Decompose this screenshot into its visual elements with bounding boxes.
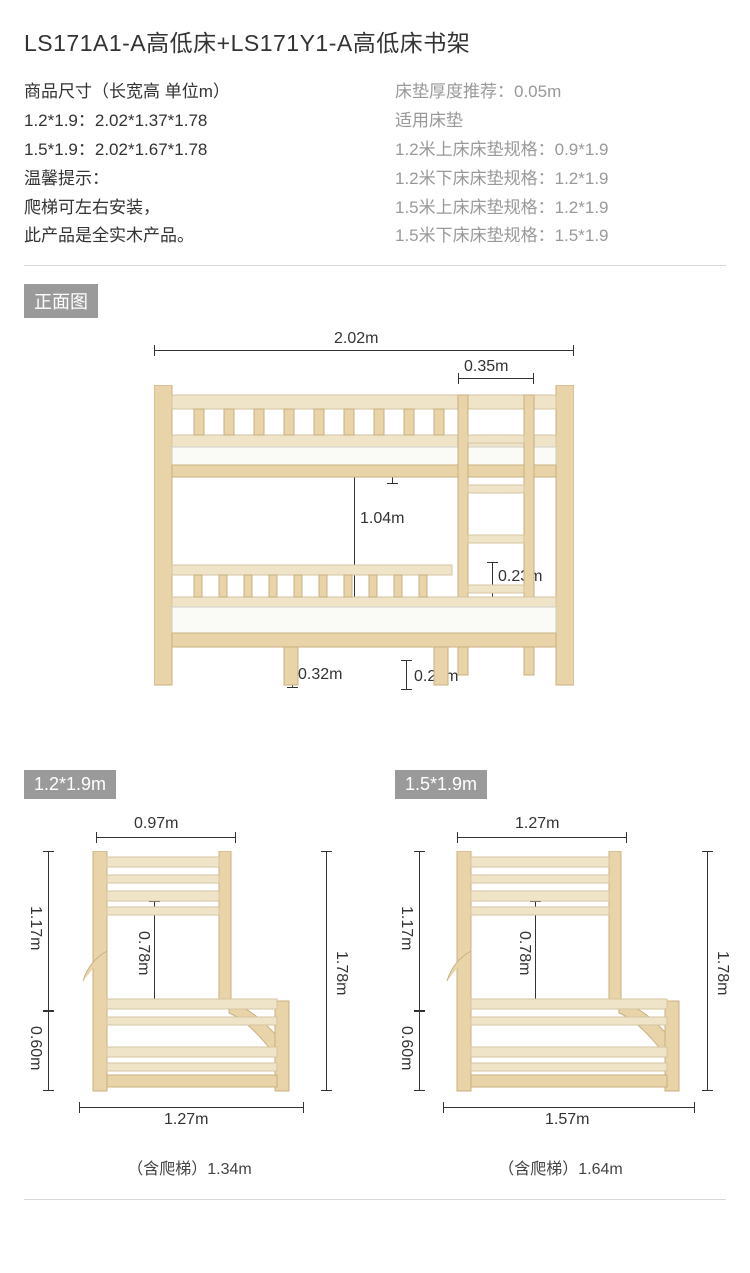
side-a-diagram: 0.97m 1.17m 0.60m 0.78m 1.78m 1.27m	[24, 811, 355, 1151]
tip-1: 爬梯可左右安装，	[24, 194, 355, 223]
product-title: LS171A1-A高低床+LS171Y1-A高低床书架	[24, 24, 726, 58]
dim-a-bottom: 1.27m	[164, 1111, 208, 1129]
mattress-4: 1.5米下床床垫规格：1.5*1.9	[395, 222, 726, 251]
specs-right: 床垫厚度推荐：0.05m 适用床垫 1.2米上床床垫规格：0.9*1.9 1.2…	[395, 78, 726, 251]
dim-a-top: 0.97m	[134, 815, 178, 833]
dim-b-lower-line	[419, 1011, 420, 1091]
mattress-header: 适用床垫	[395, 107, 726, 136]
bunk-bed-front-icon	[154, 385, 574, 705]
dim-b-upper: 1.17m	[397, 906, 415, 950]
dim-a-top-line	[96, 837, 236, 838]
bunk-bed-side-a-icon	[79, 851, 304, 1099]
dim-a-total: 1.78m	[332, 951, 350, 995]
side-b-badge: 1.5*1.9m	[395, 770, 487, 799]
dim-total-w-line	[154, 350, 574, 351]
dim-b-total: 1.78m	[713, 951, 731, 995]
dim-b-upper-line	[419, 851, 420, 1011]
bunk-bed-side-b-icon	[443, 851, 695, 1099]
dim-a-bottom-line	[79, 1107, 304, 1108]
tip-header: 温馨提示：	[24, 165, 355, 194]
mattress-2: 1.2米下床床垫规格：1.2*1.9	[395, 165, 726, 194]
dim-ladder-line	[458, 378, 534, 379]
mattress-1: 1.2米上床床垫规格：0.9*1.9	[395, 136, 726, 165]
side-b-diagram: 1.27m 1.17m 0.60m 0.78m 1.78m 1.57m	[395, 811, 726, 1151]
side-a-badge: 1.2*1.9m	[24, 770, 116, 799]
dim-a-upper-line	[48, 851, 49, 1011]
dim-b-lower: 0.60m	[397, 1026, 415, 1070]
dim-b-top-line	[457, 837, 627, 838]
side-views-row: 1.2*1.9m 0.97m 1.17m 0.60m 0.78m 1.78m 1…	[24, 770, 726, 1179]
dim-a-lower-line	[48, 1011, 49, 1091]
dim-ladder: 0.35m	[464, 358, 508, 376]
size-header: 商品尺寸（长宽高 单位m）	[24, 78, 355, 107]
front-view-badge: 正面图	[24, 284, 98, 318]
specs-block: 商品尺寸（长宽高 单位m） 1.2*1.9：2.02*1.37*1.78 1.5…	[24, 78, 726, 266]
dim-b-bottom-line	[443, 1107, 695, 1108]
tip-2: 此产品是全实木产品。	[24, 222, 355, 251]
dim-a-total-line	[326, 851, 327, 1091]
dim-total-w: 2.02m	[334, 330, 378, 348]
side-a-ladder-note: （含爬梯）1.34m	[24, 1155, 355, 1179]
size-row-2: 1.5*1.9：2.02*1.67*1.78	[24, 136, 355, 165]
specs-left: 商品尺寸（长宽高 单位m） 1.2*1.9：2.02*1.37*1.78 1.5…	[24, 78, 355, 251]
dim-a-upper: 1.17m	[26, 906, 44, 950]
dim-b-total-line	[707, 851, 708, 1091]
size-row-1: 1.2*1.9：2.02*1.37*1.78	[24, 107, 355, 136]
side-b-ladder-note: （含爬梯）1.64m	[395, 1155, 726, 1179]
mattress-3: 1.5米上床床垫规格：1.2*1.9	[395, 194, 726, 223]
front-view-diagram: 2.02m 0.35m 0.23m 1.04m 0.23m 0.32m 0.20…	[24, 330, 726, 730]
dim-b-top: 1.27m	[515, 815, 559, 833]
side-a-col: 1.2*1.9m 0.97m 1.17m 0.60m 0.78m 1.78m 1…	[24, 770, 355, 1179]
dim-a-lower: 0.60m	[26, 1026, 44, 1070]
side-b-col: 1.5*1.9m 1.27m 1.17m 0.60m 0.78m 1.78m 1…	[395, 770, 726, 1179]
mattress-thick: 床垫厚度推荐：0.05m	[395, 78, 726, 107]
bottom-divider	[24, 1199, 726, 1200]
dim-b-bottom: 1.57m	[545, 1111, 589, 1129]
